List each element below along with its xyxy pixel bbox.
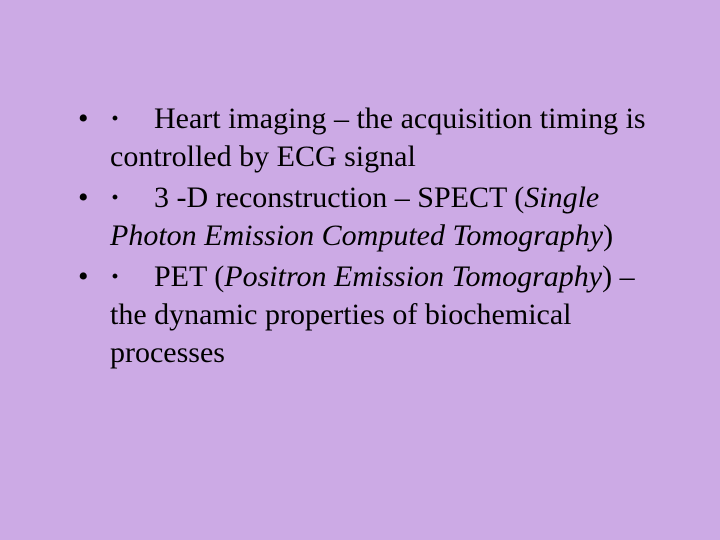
- bullet-pre: PET (: [154, 260, 224, 293]
- bullet-pre: 3 -D reconstruction – SPECT (: [154, 181, 524, 214]
- inner-bullet-icon: [110, 100, 154, 138]
- bullet-list: Heart imaging – the acquisition timing i…: [70, 100, 650, 373]
- bullet-pre: Heart imaging – the acquisition timing i…: [110, 102, 646, 173]
- inner-bullet-icon: [110, 258, 154, 296]
- bullet-italic: Positron Emission Tomography: [224, 260, 602, 293]
- bullet-post: ): [603, 219, 613, 252]
- inner-bullet-icon: [110, 179, 154, 217]
- list-item: 3 -D reconstruction – SPECT (Single Phot…: [70, 179, 650, 256]
- list-item: PET (Positron Emission Tomography) – the…: [70, 258, 650, 373]
- slide-content: Heart imaging – the acquisition timing i…: [0, 0, 720, 373]
- list-item: Heart imaging – the acquisition timing i…: [70, 100, 650, 177]
